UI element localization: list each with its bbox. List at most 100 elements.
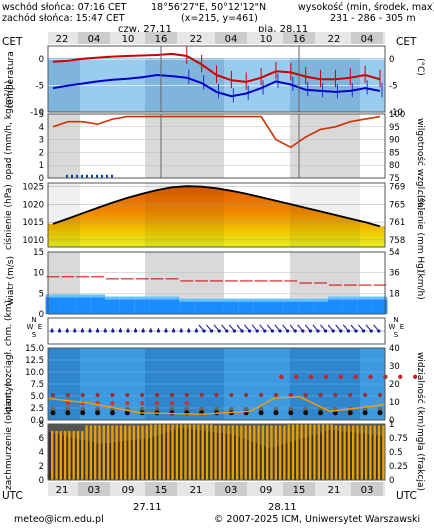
cloud-layer-dot (318, 410, 324, 416)
prec-tick-left: 5 (39, 110, 44, 120)
cloud-layer-dot (347, 410, 353, 416)
cld-frame (47, 347, 386, 421)
cloud-layer-dot (80, 410, 86, 416)
cloud-layer-dot (362, 392, 368, 398)
wind-direction-dot (369, 329, 373, 333)
elevation-values: 231 - 286 - 305 m (330, 13, 416, 24)
wind-direction-dot (111, 329, 115, 333)
cloud-layer-dot (303, 410, 309, 416)
wind-speed-bar (105, 299, 120, 314)
hour-tick-top: 22 (190, 34, 203, 45)
cloud-cover-bar (240, 425, 243, 480)
cloud-layer-dot (125, 401, 130, 406)
cloud-layer-dot (140, 401, 145, 406)
visibility-tick-right: 10 (389, 398, 400, 408)
cloud-cover-bar (141, 425, 144, 480)
fog-tick-right: 1 (389, 420, 394, 430)
wind-speed-cap (75, 294, 91, 298)
wind-speed-cap (283, 298, 299, 302)
cloud-cover-bar (197, 424, 200, 480)
prec-tick-left: 0 (39, 174, 44, 184)
wind-speed-bar (223, 301, 239, 314)
hour-tick-top: 10 (122, 34, 135, 45)
compass-letter: W (389, 323, 396, 331)
cloud-cover-bar (253, 425, 256, 480)
cloud-layer-dot (353, 374, 358, 379)
cloud-cover-bar (205, 424, 209, 480)
cloud-cover-bar (63, 431, 67, 480)
hour-tick-top: 04 (361, 34, 374, 45)
cloud-cover-bar (167, 424, 170, 480)
cloud-cover-bar (287, 424, 290, 480)
cloud-layer-dot (95, 410, 101, 416)
precip-axis-label: opad (mm/h, kg/m²/h) (4, 80, 14, 180)
cloud-cover-bar (132, 425, 136, 480)
cloud-cover-bar (343, 425, 346, 480)
cloud-cover-bar (162, 424, 166, 480)
cloud-layer-dot (398, 374, 403, 379)
compass-letter: E (400, 323, 404, 331)
wind-frame (47, 251, 386, 315)
pres-tick-left: 1010 (22, 236, 44, 246)
cloud-layer-dot (308, 374, 314, 379)
humidity-tick-right: 90 (389, 136, 400, 146)
cloud-cover-bar (158, 424, 161, 480)
wind-direction-dot (103, 329, 107, 333)
wind-speed-cap (372, 296, 388, 300)
cloud-cover-bar (201, 424, 204, 480)
cld-tick-left: 12.5 (25, 356, 44, 366)
hour-band-top-shade (78, 32, 110, 44)
wind-speed-cap (149, 296, 165, 300)
cloud-cover-bar (115, 425, 118, 480)
sunrise-text: wschód słońca: 07:16 CET (2, 2, 127, 13)
pres-tick-right: 761 (389, 218, 405, 228)
cov-tick-left: 6 (39, 434, 44, 444)
cloud-layer-dot (362, 410, 368, 416)
fog-tick-right: 0 (389, 476, 394, 486)
wind-speed-cap (327, 296, 343, 300)
wind-direction-dot (293, 329, 297, 333)
wind-speed-bar (45, 297, 61, 314)
cloud-cover-bar (330, 424, 333, 480)
wind-speed-bar (298, 301, 314, 314)
precip-bar (111, 174, 113, 178)
timezone-bottom-left: UTC (2, 490, 23, 502)
cloud-cover-bar (369, 425, 372, 480)
cloudiness-axis-label: zachmurzenie (oktanty) (4, 382, 14, 490)
wind-direction-dot (210, 329, 214, 333)
pressure-line (52, 185, 381, 228)
pres-night-band (48, 183, 80, 247)
wind-kmh-label: (km/h) (415, 270, 425, 300)
cloud-layer-dot (140, 392, 145, 398)
wind-direction-dot (73, 329, 77, 333)
footer-email[interactable]: meteo@icm.edu.pl (14, 514, 104, 525)
cloud-layer-dot (169, 401, 175, 406)
cloud-layer-dot (169, 410, 175, 416)
cloud-layer-dot (377, 410, 383, 416)
visibility-tick-right: 30 (389, 362, 400, 372)
wind-direction-dot (270, 329, 274, 333)
wind-tick-left: 5 (39, 289, 44, 299)
cloud-layer-dot (184, 392, 189, 398)
cloud-layer-dot (124, 410, 130, 416)
wind-direction-dot (354, 329, 358, 333)
precip-bar (96, 174, 98, 178)
coordinates-text: 18°56'27"E, 50°12'12"N (151, 2, 267, 13)
wind-speed-bar (75, 297, 91, 314)
grid-point-text: (x=215, y=461) (181, 13, 258, 24)
temp-tick-left: 0 (39, 55, 44, 65)
day1-label: czw, 27.11 (118, 24, 172, 35)
cloud-cover-bar (300, 424, 303, 480)
cloud-cover-bar (137, 425, 140, 480)
cloud-cover-bar (326, 424, 329, 480)
prec-tick-left: 4 (39, 123, 44, 133)
wind-direction-dot (202, 329, 206, 333)
cloud-cover-bar (261, 425, 265, 480)
wind-direction-dot (50, 329, 54, 333)
pres-frame (47, 182, 386, 248)
cloud-cover-bar (347, 425, 351, 480)
pres-night-band (290, 183, 360, 247)
cloud-layer-dot (318, 392, 323, 398)
wind-speed-cap (313, 298, 328, 302)
